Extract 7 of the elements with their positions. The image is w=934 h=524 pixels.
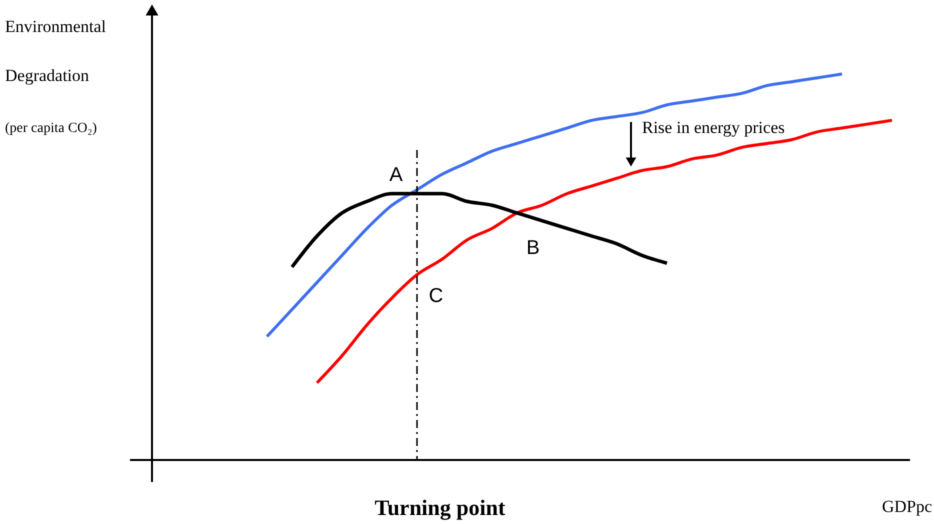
x-axis-title: GDPpc (882, 497, 932, 516)
text: Environmental Degradation (per capita CO₂) (5, 17, 106, 136)
annotation: C (428, 285, 444, 307)
text: Turning point (374, 495, 506, 520)
annotation: Rise in energy prices (642, 118, 785, 137)
annotation: B (526, 237, 540, 259)
annotation: A (389, 164, 404, 186)
